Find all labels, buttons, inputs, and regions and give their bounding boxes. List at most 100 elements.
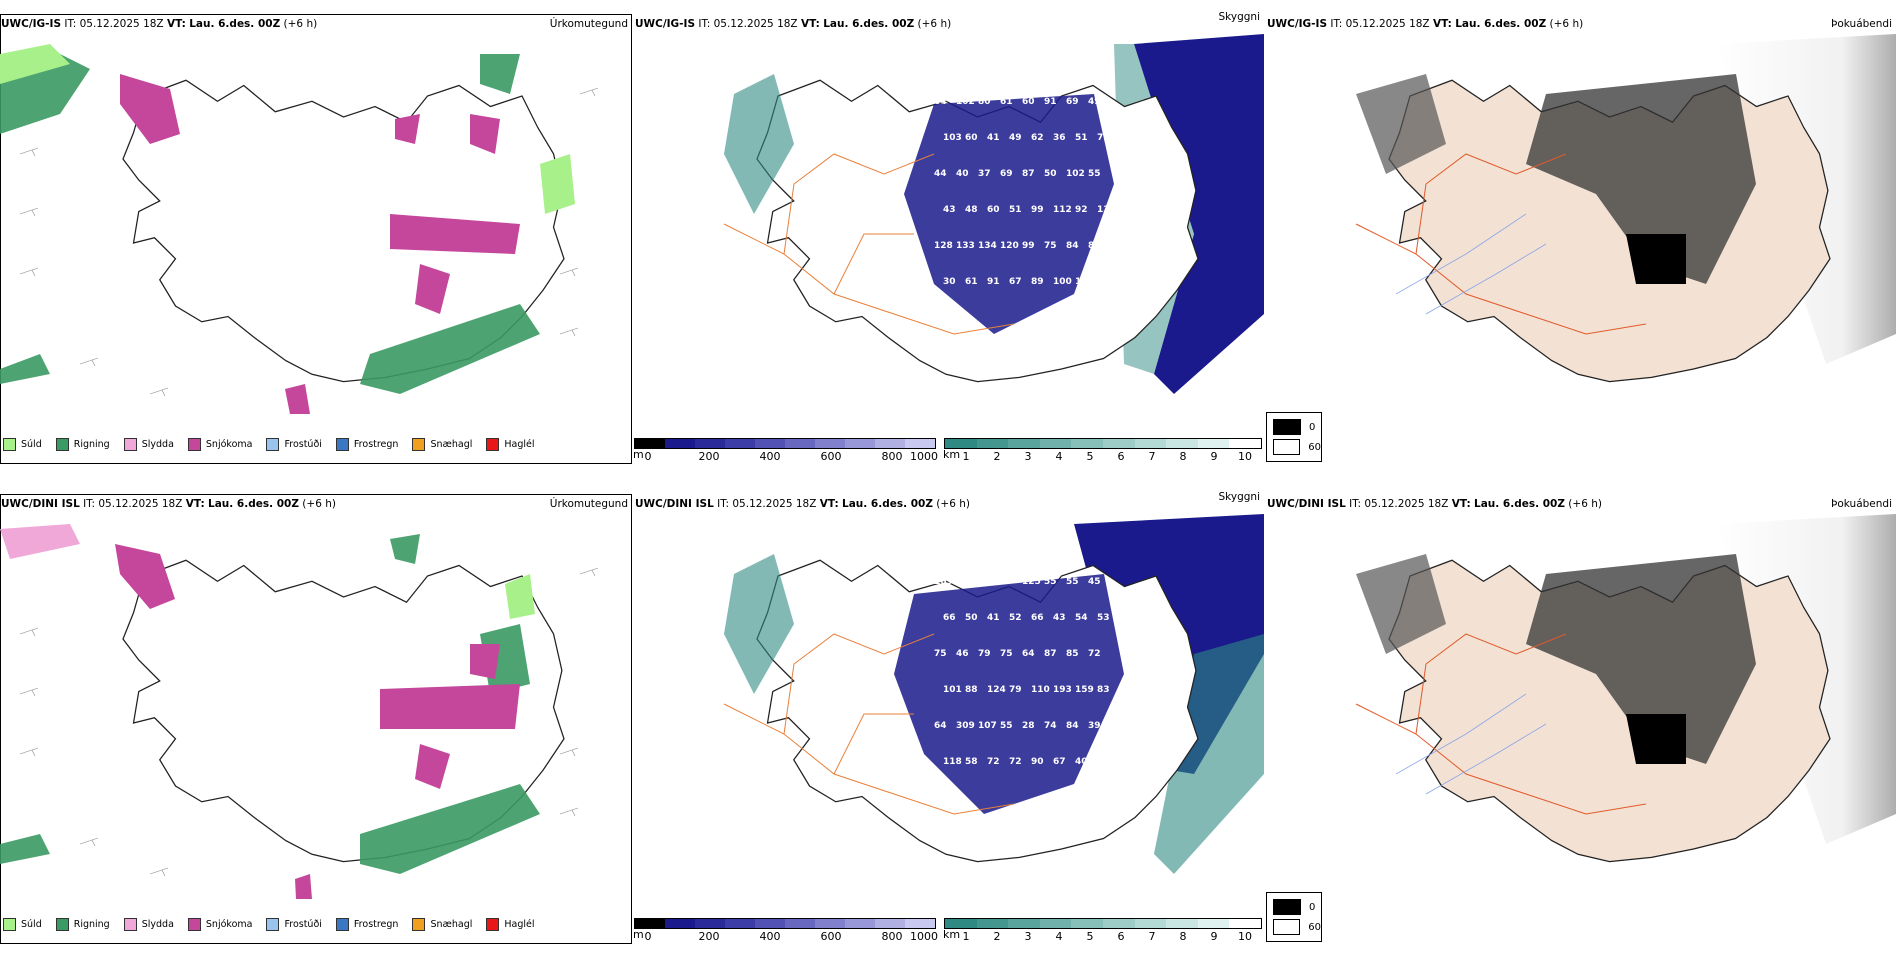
cloud-base-label: 66 (1031, 613, 1044, 623)
legend-item: Snæhagl (412, 437, 472, 451)
cloud-base-label: 134 (1097, 205, 1116, 215)
cloud-base-label: 49 (956, 577, 969, 587)
legend-item: Haglél (486, 437, 535, 451)
cloud-base-label: 62 (1031, 133, 1044, 143)
colorbar-unit: m (633, 448, 644, 461)
cloud-base-label: 49 (1088, 97, 1101, 107)
fog-legend-row: 60 (1273, 439, 1321, 455)
fog-map (1355, 514, 1896, 863)
cloud-base-label: 72 (1009, 757, 1022, 767)
fog-map (1355, 34, 1896, 383)
cloud-base-label: 72 (987, 757, 1000, 767)
cloud-base-label: 49 (1009, 133, 1022, 143)
visibility-colorbar: 1 2 3 4 5 6 7 8 9 10 km (943, 918, 1262, 943)
cloud-base-label: 309 (956, 721, 975, 731)
legend-swatch (55, 917, 69, 931)
cloud-base-label: 40 (956, 169, 969, 179)
cloud-base-label: 159 (1075, 685, 1094, 695)
cloud-base-label: 66 (943, 613, 956, 623)
visibility-panel[interactable]: UWC/DINI ISL IT: 05.12.2025 18Z VT: Lau.… (633, 491, 1264, 950)
fog-legend-swatch (1273, 419, 1301, 435)
cloud-base-label: 75 (934, 649, 947, 659)
cloud-base-label: 133 (956, 241, 975, 251)
cloud-base-label: 67 (1009, 277, 1022, 287)
cloud-base-label: 125 (1022, 577, 1041, 587)
cloud-base-label: 61 (1000, 97, 1013, 107)
fog-indicator-panel[interactable]: UWC/IG-IS IT: 05.12.2025 18Z VT: Lau. 6.… (1266, 14, 1896, 470)
cloud-base-label: 89 (1031, 277, 1044, 287)
legend-swatch (55, 437, 69, 451)
precip-map (0, 44, 599, 414)
cloud-base-label: 52 (1009, 613, 1022, 623)
visibility-panel[interactable]: UWC/IG-IS IT: 05.12.2025 18Z VT: Lau. 6.… (633, 11, 1264, 470)
fog-legend-swatch (1273, 899, 1301, 915)
panel-title: Þokuábendi (1831, 18, 1892, 30)
cloud-base-label: 118 (943, 757, 962, 767)
cloud-base-label: 55 (1088, 169, 1101, 179)
legend-swatch (412, 917, 426, 931)
precip-legend: Súld Rigning Slydda Snjókoma Frostúði Fr… (3, 914, 547, 934)
fog-legend: 0 60 (1266, 412, 1322, 462)
cloud-base-label: 41 (987, 133, 1000, 143)
legend-item: Snæhagl (412, 917, 472, 931)
cloud-base-label: 50 (965, 613, 978, 623)
cloud-base-label: 28 (1022, 721, 1035, 731)
cloud-base-label: 55 (1066, 577, 1079, 587)
cloud-base-label: 91 (1044, 97, 1057, 107)
panel-title: Úrkomutegund (549, 18, 628, 30)
cloud-base-label: 64 (934, 97, 947, 107)
legend-item: Frostúði (266, 917, 322, 931)
colorbar-swatches (634, 918, 936, 929)
cloud-base-label: 79 (1009, 685, 1022, 695)
cloud-base-label: 124 (987, 685, 1006, 695)
fog-legend-row: 0 (1273, 419, 1321, 435)
panel-title: Skyggni (1218, 491, 1261, 503)
legend-swatch (266, 437, 280, 451)
visibility-colorbar: 1 2 3 4 5 6 7 8 9 10 km (943, 438, 1262, 463)
cloud-base-label: 85 (1066, 649, 1079, 659)
cloud-base-label: 44 (934, 169, 947, 179)
legend-item: Frostúði (266, 437, 322, 451)
cloud-base-label: 45 (1088, 577, 1101, 587)
cloud-base-label: 67 (1053, 757, 1066, 767)
precip-type-panel[interactable]: UWC/DINI ISL IT: 05.12.2025 18Z VT: Lau.… (0, 494, 632, 950)
cloud-base-label: 84 (1066, 721, 1079, 731)
cloud-base-label: 102 (1066, 169, 1085, 179)
cloud-base-label: 55 (1000, 721, 1013, 731)
cloud-base-label: 39 (1088, 721, 1101, 731)
legend-swatch (123, 437, 137, 451)
cloud-base-label: 101 (943, 685, 962, 695)
legend-swatch (335, 437, 349, 451)
legend-item: Frostregn (335, 917, 398, 931)
cloud-base-label: 64 (934, 721, 947, 731)
cloud-base-label: 145 (1075, 277, 1094, 287)
cloud-base-label: 50 (1044, 169, 1057, 179)
panel-header: UWC/DINI ISL IT: 05.12.2025 18Z VT: Lau.… (635, 498, 970, 510)
cloud-base-label: 88 (965, 685, 978, 695)
panel-header: UWC/DINI ISL IT: 05.12.2025 18Z VT: Lau.… (1267, 498, 1602, 510)
legend-swatch (486, 917, 500, 931)
cloud-base-label: 46 (956, 649, 969, 659)
legend-item: Snjókoma (187, 437, 252, 451)
precip-type-panel[interactable]: UWC/IG-IS IT: 05.12.2025 18Z VT: Lau. 6.… (0, 14, 632, 470)
colorbar-unit: km (943, 448, 961, 461)
fog-indicator-panel[interactable]: UWC/DINI ISL IT: 05.12.2025 18Z VT: Lau.… (1266, 494, 1896, 950)
cloud-base-label: 51 (1075, 133, 1088, 143)
panel-header: UWC/IG-IS IT: 05.12.2025 18Z VT: Lau. 6.… (1, 18, 318, 30)
cloud-base-label: 79 (978, 649, 991, 659)
cloud-base-label: 92 (1075, 205, 1088, 215)
cloud-base-label: 43 (943, 205, 956, 215)
panel-header: UWC/DINI ISL IT: 05.12.2025 18Z VT: Lau.… (1, 498, 336, 510)
fog-legend-swatch (1273, 919, 1301, 935)
legend-item: Rigning (55, 917, 110, 931)
cloud-base-colorbar: 0 200 400 600 800 1000 m (633, 918, 938, 943)
cloud-base-label: 41 (987, 613, 1000, 623)
cloud-base-label: 103 (943, 133, 962, 143)
cloud-base-label: 69 (1066, 97, 1079, 107)
cloud-base-label: 169 (934, 577, 953, 587)
legend-swatch (266, 917, 280, 931)
panel-frame (0, 14, 632, 464)
cloud-base-label: 48 (956, 313, 969, 323)
colorbar-swatches (944, 438, 1262, 449)
